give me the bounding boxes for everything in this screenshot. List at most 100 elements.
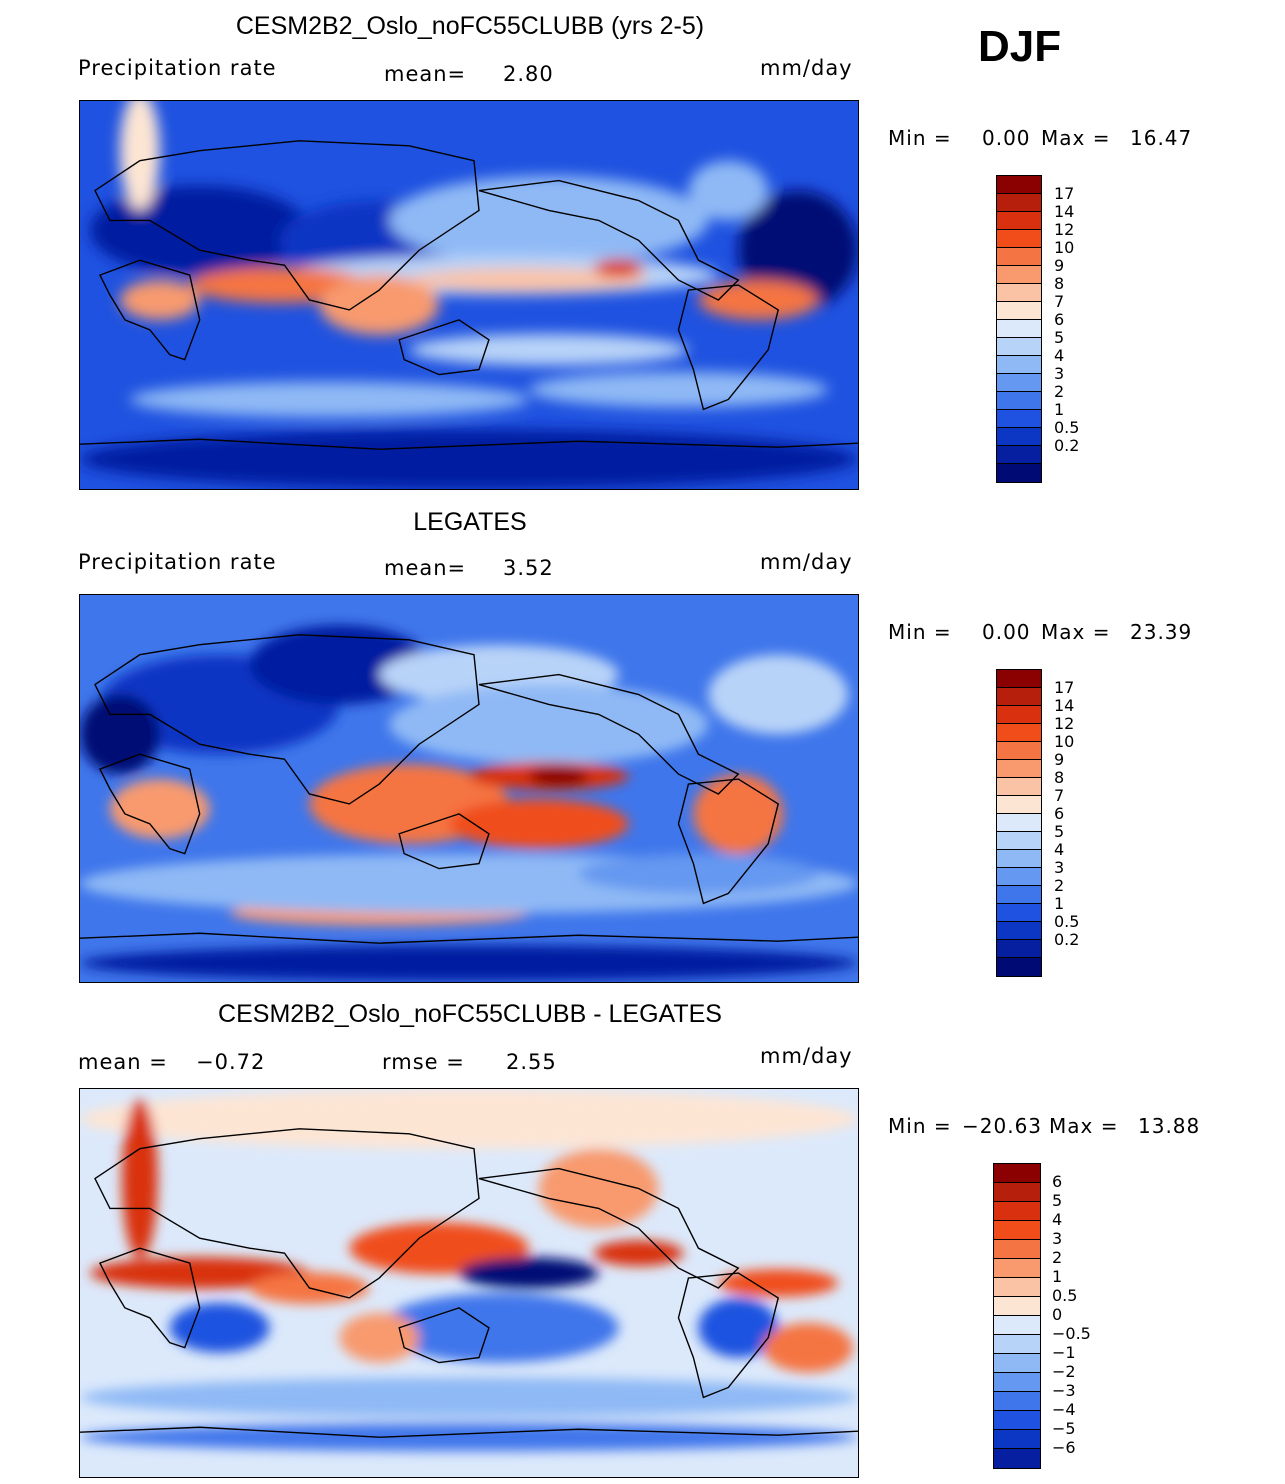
panel2-map — [79, 594, 859, 983]
colorbar-swatch — [994, 1164, 1040, 1183]
colorbar-tick-label: 4 — [1052, 1210, 1063, 1229]
colorbar-swatch — [994, 1259, 1040, 1278]
panel2-variable-label: Precipitation rate — [78, 550, 277, 574]
colorbar-tick-label: 1 — [1054, 400, 1065, 419]
colorbar-tick-label: 17 — [1054, 184, 1075, 203]
colorbar-tick-label: 0.2 — [1054, 930, 1080, 949]
colorbar-swatch — [997, 670, 1041, 688]
panel3-rmse-value: 2.55 — [506, 1050, 557, 1074]
panel2-mean-value: 3.52 — [503, 556, 554, 580]
colorbar-tick-label: 9 — [1054, 256, 1065, 275]
colorbar-tick-label: 0.5 — [1052, 1286, 1078, 1305]
colorbar-swatch — [997, 392, 1041, 410]
colorbar-swatch — [994, 1221, 1040, 1240]
colorbar-tick-label: 1 — [1054, 894, 1065, 913]
colorbar-swatch — [997, 778, 1041, 796]
panel2-colorbar-ticks: 17 14 12 10 9 8 7 6 5 4 3 2 1 0.5 0.2 — [1054, 678, 1114, 978]
panel2-title: LEGATES — [413, 508, 527, 536]
colorbar-tick-label: 5 — [1054, 328, 1065, 347]
panel3-min-value: −20.63 — [962, 1114, 1043, 1138]
colorbar-swatch — [997, 922, 1041, 940]
panel2-units: mm/day — [760, 550, 853, 574]
colorbar-tick-label: 5 — [1054, 822, 1065, 841]
colorbar-tick-label: 12 — [1054, 714, 1075, 733]
colorbar-tick-label: −5 — [1052, 1419, 1076, 1438]
panel1-mean-value: 2.80 — [503, 62, 554, 86]
panel3-mean-value: −0.72 — [196, 1050, 266, 1074]
panel3-min-label: Min = — [888, 1114, 952, 1138]
colorbar-tick-label: 0.5 — [1054, 418, 1080, 437]
colorbar-swatch — [997, 302, 1041, 320]
colorbar-swatch — [994, 1449, 1040, 1468]
colorbar-tick-label: 3 — [1054, 858, 1065, 877]
colorbar-swatch — [997, 904, 1041, 922]
panel2-colorbar — [996, 669, 1042, 977]
colorbar-swatch — [994, 1430, 1040, 1449]
panel3-colorbar — [993, 1163, 1041, 1469]
colorbar-swatch — [994, 1335, 1040, 1354]
colorbar-swatch — [997, 266, 1041, 284]
colorbar-swatch — [997, 796, 1041, 814]
panel2-map-plot — [80, 595, 858, 982]
panel3-max-label: Max = — [1049, 1114, 1119, 1138]
colorbar-tick-label: −2 — [1052, 1362, 1076, 1381]
colorbar-swatch — [994, 1297, 1040, 1316]
colorbar-swatch — [997, 410, 1041, 428]
panel3-mean-label: mean = — [78, 1050, 168, 1074]
panel1-max-value: 16.47 — [1130, 126, 1193, 150]
colorbar-tick-label: 2 — [1052, 1248, 1063, 1267]
colorbar-swatch — [997, 724, 1041, 742]
colorbar-tick-label: 6 — [1054, 310, 1065, 329]
colorbar-swatch — [997, 338, 1041, 356]
colorbar-swatch — [997, 374, 1041, 392]
colorbar-tick-label: 8 — [1054, 768, 1065, 787]
colorbar-swatch — [997, 760, 1041, 778]
colorbar-swatch — [994, 1240, 1040, 1259]
panel2-max-label: Max = — [1041, 620, 1111, 644]
colorbar-tick-label: 10 — [1054, 732, 1075, 751]
colorbar-swatch — [997, 320, 1041, 338]
colorbar-tick-label: 4 — [1054, 840, 1065, 859]
season-label: DJF — [978, 22, 1062, 71]
colorbar-tick-label: 0.2 — [1054, 436, 1080, 455]
colorbar-tick-label: −1 — [1052, 1343, 1076, 1362]
colorbar-tick-label: 3 — [1054, 364, 1065, 383]
colorbar-tick-label: 8 — [1054, 274, 1065, 293]
colorbar-swatch — [997, 446, 1041, 464]
colorbar-swatch — [997, 194, 1041, 212]
colorbar-swatch — [997, 742, 1041, 760]
colorbar-swatch — [997, 688, 1041, 706]
colorbar-tick-label: 2 — [1054, 382, 1065, 401]
colorbar-tick-label: 17 — [1054, 678, 1075, 697]
panel2-min-label: Min = — [888, 620, 952, 644]
colorbar-tick-label: 12 — [1054, 220, 1075, 239]
colorbar-swatch — [997, 230, 1041, 248]
panel3-map — [79, 1088, 859, 1478]
colorbar-swatch — [997, 814, 1041, 832]
panel3-colorbar-ticks: 6 5 4 3 2 1 0.5 0 −0.5 −1 −2 −3 −4 −5 −6 — [1052, 1172, 1112, 1472]
colorbar-tick-label: 7 — [1054, 292, 1065, 311]
panel2-mean-label: mean= — [384, 556, 467, 580]
colorbar-swatch — [994, 1392, 1040, 1411]
colorbar-swatch — [994, 1373, 1040, 1392]
colorbar-tick-label: 3 — [1052, 1229, 1063, 1248]
colorbar-tick-label: 5 — [1052, 1191, 1063, 1210]
colorbar-tick-label: 1 — [1052, 1267, 1063, 1286]
panel1-min-label: Min = — [888, 126, 952, 150]
colorbar-swatch — [997, 832, 1041, 850]
panel1-title: CESM2B2_Oslo_noFC55CLUBB (yrs 2-5) — [235, 12, 705, 40]
colorbar-tick-label: −0.5 — [1052, 1324, 1091, 1343]
colorbar-swatch — [997, 212, 1041, 230]
colorbar-swatch — [997, 284, 1041, 302]
colorbar-swatch — [994, 1202, 1040, 1221]
colorbar-swatch — [997, 248, 1041, 266]
colorbar-swatch — [997, 464, 1041, 482]
colorbar-swatch — [997, 176, 1041, 194]
colorbar-tick-label: 6 — [1054, 804, 1065, 823]
panel3-map-plot — [80, 1089, 858, 1477]
panel1-map — [79, 100, 859, 490]
colorbar-tick-label: −3 — [1052, 1381, 1076, 1400]
colorbar-swatch — [997, 850, 1041, 868]
panel1-units: mm/day — [760, 56, 853, 80]
colorbar-swatch — [994, 1183, 1040, 1202]
